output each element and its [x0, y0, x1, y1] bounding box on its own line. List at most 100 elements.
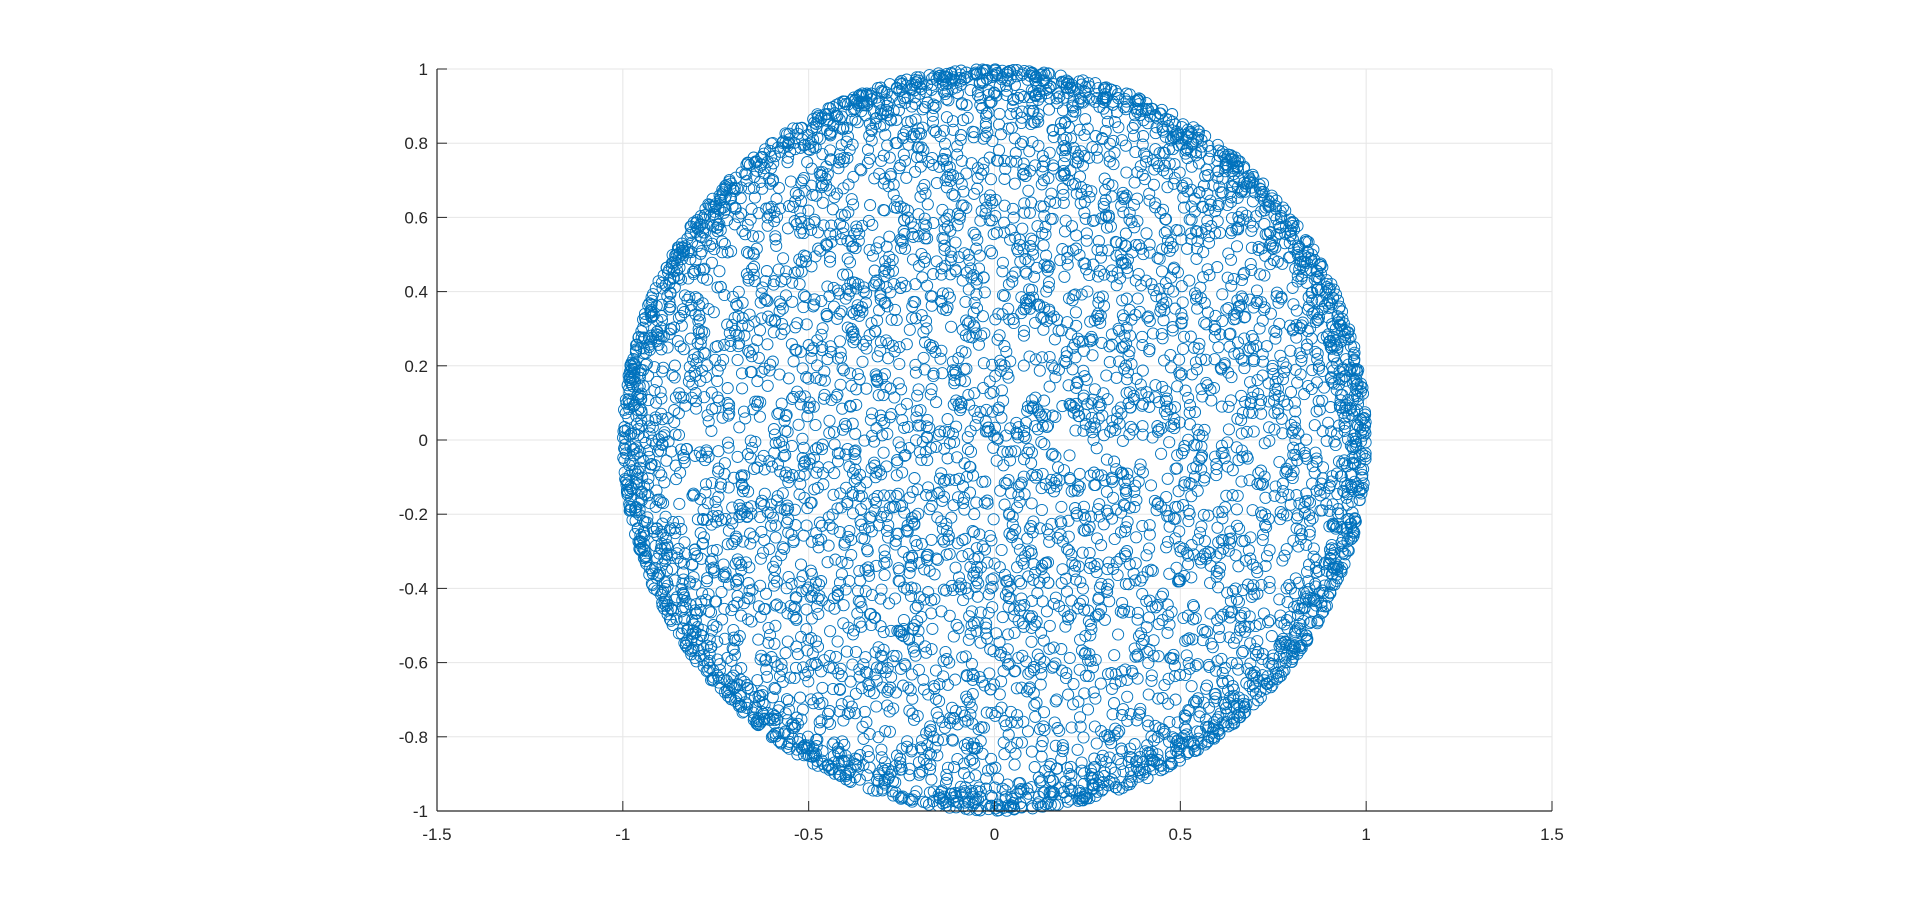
data-point [862, 750, 875, 764]
data-point [938, 425, 951, 438]
data-point [1094, 316, 1107, 329]
data-point [1344, 401, 1357, 415]
data-point [1047, 130, 1060, 144]
data-point [927, 367, 940, 380]
data-point [970, 68, 983, 81]
data-point [675, 523, 688, 536]
data-point [795, 742, 808, 755]
data-point [868, 504, 881, 517]
data-point [1083, 520, 1096, 533]
data-point [1300, 452, 1313, 465]
data-point [1264, 681, 1277, 694]
data-point [952, 491, 965, 504]
data-point [672, 407, 685, 420]
data-point [1182, 515, 1195, 528]
data-point [807, 400, 820, 413]
data-point [686, 378, 699, 391]
data-point [942, 94, 955, 107]
data-point [954, 577, 967, 590]
data-point [1115, 199, 1128, 212]
data-point [1017, 557, 1030, 570]
data-point [920, 430, 933, 443]
data-point [1087, 433, 1100, 446]
data-point [1212, 144, 1225, 157]
data-point [1073, 663, 1086, 676]
data-point [779, 136, 792, 149]
data-point [1203, 660, 1216, 674]
data-point [815, 665, 828, 678]
data-point [1049, 591, 1062, 604]
data-point [1199, 626, 1212, 639]
data-point [913, 80, 926, 93]
data-point [645, 310, 658, 323]
data-point [860, 382, 873, 395]
data-point [934, 294, 947, 307]
data-point [1070, 319, 1083, 332]
data-point [911, 599, 924, 612]
data-point [832, 667, 845, 680]
data-point [1016, 135, 1029, 148]
data-point [909, 602, 922, 615]
data-point [948, 374, 961, 387]
data-point [931, 487, 944, 500]
data-point [1128, 485, 1141, 498]
data-point [1272, 296, 1285, 309]
data-point [1075, 288, 1088, 301]
data-point [1081, 122, 1094, 135]
data-point [773, 406, 786, 420]
data-point [1297, 614, 1310, 628]
data-point [1072, 479, 1085, 492]
data-point [904, 589, 918, 603]
data-point [783, 471, 796, 484]
data-point [946, 734, 959, 747]
data-point [921, 198, 934, 211]
data-point [1078, 195, 1091, 208]
data-point [1266, 649, 1280, 662]
data-point [879, 93, 892, 106]
data-point [905, 512, 918, 525]
data-point [777, 441, 790, 454]
data-point [819, 761, 832, 774]
data-point [689, 254, 702, 267]
data-point [896, 77, 909, 90]
data-point [906, 312, 919, 325]
data-point [762, 310, 775, 323]
data-point [919, 640, 932, 653]
data-point [909, 97, 922, 110]
data-point [1032, 771, 1045, 784]
data-point [1036, 160, 1049, 173]
data-point [1270, 672, 1283, 686]
data-point [824, 346, 837, 359]
data-point [1163, 520, 1176, 533]
data-point [878, 544, 891, 557]
data-point [953, 212, 966, 225]
data-point [865, 317, 878, 330]
data-point [1310, 405, 1323, 418]
data-point [633, 445, 646, 458]
data-point [721, 651, 734, 664]
data-point [725, 245, 738, 258]
data-point [955, 98, 968, 111]
data-point [1289, 421, 1302, 434]
data-point [1147, 284, 1160, 297]
data-point [1255, 578, 1268, 592]
data-point [1117, 313, 1130, 326]
data-point [1114, 526, 1128, 539]
data-point [878, 296, 891, 310]
data-point [900, 171, 913, 184]
data-point [1179, 668, 1192, 682]
data-point [1005, 155, 1018, 168]
data-point [1034, 408, 1047, 421]
data-point [1029, 420, 1042, 433]
data-point [1222, 423, 1235, 436]
data-point [619, 407, 632, 420]
data-point [1149, 601, 1162, 614]
data-point [877, 446, 890, 459]
data-point [1239, 395, 1252, 408]
data-point [1008, 177, 1021, 190]
data-point [776, 487, 789, 500]
data-point [1117, 193, 1130, 206]
data-point [866, 249, 879, 262]
data-point [1084, 557, 1097, 570]
data-point [1223, 611, 1237, 624]
